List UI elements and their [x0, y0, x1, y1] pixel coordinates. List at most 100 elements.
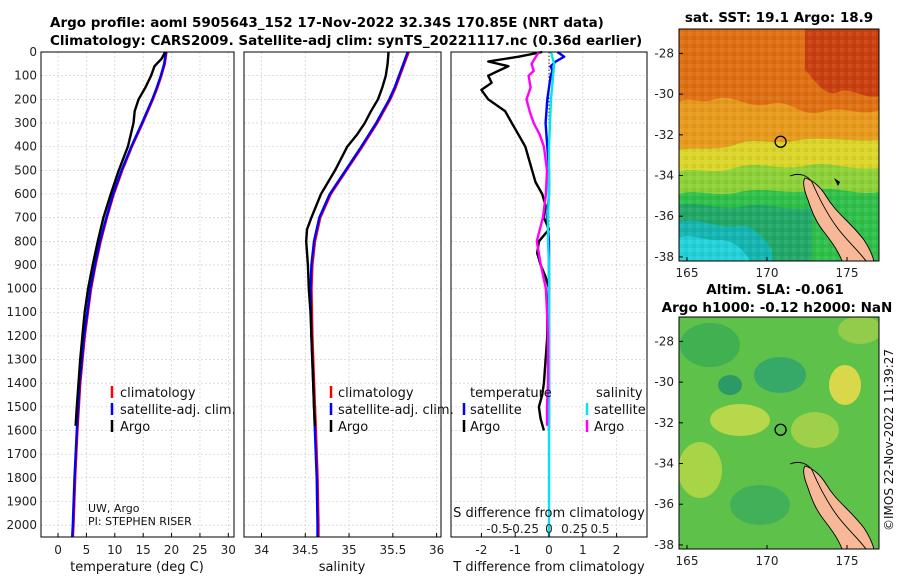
map-x-tick-label: 170: [756, 266, 779, 280]
legend-sat-temp-label: satellite: [470, 403, 522, 418]
x-tick-label: 5: [83, 543, 91, 557]
map-y-tick-label: -36: [654, 209, 674, 223]
sla-map: Altim. SLA: -0.061 Argo h1000: -0.12 h20…: [654, 282, 892, 568]
y-tick-label: 1900: [6, 495, 37, 509]
sst-map-title: sat. SST: 19.1 Argo: 18.9: [685, 10, 873, 26]
series-argo-temperature: [480, 50, 551, 431]
y-tick-label: 900: [14, 258, 37, 272]
x-tick-label: 0: [54, 543, 62, 557]
series-argo: [305, 51, 390, 426]
x2-tick-label: 0.25: [561, 522, 588, 536]
x-tick-label: 35.5: [379, 543, 406, 557]
legend-argo-sal-label: Argo: [594, 420, 624, 435]
map-y-tick-label: -34: [654, 169, 674, 183]
y-tick-label: 1800: [6, 471, 37, 485]
series-argo: [74, 51, 167, 426]
y-tick-label: 1400: [6, 376, 37, 390]
temperature-axes-frame: [40, 51, 235, 538]
legend-salinity-heading: salinity: [596, 386, 643, 401]
sla-map-title-line2: Argo h1000: -0.12 h2000: NaN: [662, 300, 893, 316]
sla-field: [679, 317, 879, 549]
salinity-legend: climatology satellite-adj. clim. Argo: [329, 386, 454, 435]
figure-title-line2: Climatology: CARS2009. Satellite-adj cli…: [50, 33, 642, 49]
difference-legend: temperature salinity satellite Argo sate…: [462, 386, 646, 435]
series-argo-salinity: [525, 51, 550, 426]
sla-map-frame: [678, 316, 880, 550]
series-satellite-adj-clim: [309, 51, 409, 537]
figure-title-line1: Argo profile: aoml 5905643_152 17-Nov-20…: [50, 15, 604, 31]
y-tick-label: 1700: [6, 447, 37, 461]
y-tick-label: 400: [14, 140, 37, 154]
map-x-tick-label: 170: [756, 554, 779, 568]
series-satellite-salinity: [546, 51, 556, 537]
y-tick-label: 1100: [6, 305, 37, 319]
x2-tick-label: -0.25: [508, 522, 539, 536]
series-satellite-adj-clim: [71, 51, 168, 538]
x-tick-label: 15: [136, 543, 151, 557]
y-tick-label: 100: [14, 69, 37, 83]
x-tick-label: 10: [107, 543, 122, 557]
legend-argo-label: Argo: [338, 420, 368, 435]
map-y-tick-label: -28: [654, 334, 674, 348]
x-tick-label: 20: [164, 543, 179, 557]
y-tick-label: 1600: [6, 424, 37, 438]
salinity-panel: 34 34.5 35 35.5 36 salinity climatology sate…: [243, 51, 454, 575]
y-tick-label: 1000: [6, 282, 37, 296]
x2-tick-label: -0.5: [486, 522, 509, 536]
x-tick-label: 36: [429, 543, 444, 557]
series-climatology: [310, 51, 410, 537]
y-tick-label: 1300: [6, 353, 37, 367]
map-y-tick-label: -36: [654, 497, 674, 511]
y-tick-label: 300: [14, 116, 37, 130]
legend-argo-temp-label: Argo: [470, 420, 500, 435]
argo-location-marker: [774, 423, 787, 436]
legend-argo-label: Argo: [120, 420, 150, 435]
credit-line2: PI: STEPHEN RISER: [88, 515, 192, 528]
legend-sat-sal-label: satellite: [594, 403, 646, 418]
y-tick-label: 1500: [6, 400, 37, 414]
map-y-tick-label: -34: [654, 457, 674, 471]
sla-map-title-line1: Altim. SLA: -0.061: [706, 282, 843, 298]
map-y-tick-label: -30: [654, 87, 674, 101]
x2-tick-label: 0.5: [590, 522, 609, 536]
legend-temperature-heading: temperature: [470, 386, 552, 401]
x-tick-label: 30: [221, 543, 236, 557]
map-y-tick-label: -38: [654, 250, 674, 264]
argo-location-marker: [774, 135, 787, 148]
x-tick-label: 1: [579, 543, 587, 557]
map-x-tick-label: 165: [676, 266, 699, 280]
x-tick-label: 0: [545, 543, 553, 557]
x-tick-label: 2: [613, 543, 621, 557]
map-x-tick-label: 175: [836, 266, 859, 280]
y-tick-label: 1200: [6, 329, 37, 343]
temperature-panel: 0 5 10 15 20 25 30 0 100 200 300 400 500 600 700 800 90…: [6, 45, 236, 575]
y-tick-label: 700: [14, 211, 37, 225]
imos-watermark: ©IMOS 22-Nov-2022 11:39:27: [882, 349, 896, 531]
legend-satellite-adj-label: satellite-adj. clim.: [120, 403, 236, 418]
map-x-tick-label: 175: [836, 554, 859, 568]
legend-climatology-label: climatology: [338, 386, 414, 401]
x-tick-label: 35: [341, 543, 356, 557]
map-y-tick-label: -32: [654, 416, 674, 430]
difference-panel: -2 -1 0 1 2 -0.5-0.25 0 0.25 0.5 S difference f…: [450, 50, 648, 575]
sst-field: [679, 29, 879, 261]
temperature-xlabel: temperature (deg C): [70, 560, 204, 575]
map-y-tick-label: -38: [654, 538, 674, 552]
map-y-tick-label: -32: [654, 128, 674, 142]
credit-line1: UW, Argo: [88, 502, 140, 515]
y-tick-label: 600: [14, 187, 37, 201]
sst-map: sat. SST: 19.1 Argo: 18.9 165 170 175 -28 -…: [654, 10, 880, 280]
y-tick-label: 2000: [6, 518, 37, 532]
x2-tick-label: 0: [545, 522, 553, 536]
sst-map-frame: [678, 28, 880, 262]
map-y-tick-label: -30: [654, 375, 674, 389]
x-tick-label: -1: [509, 543, 521, 557]
x-tick-label: 34: [254, 543, 269, 557]
t-difference-xlabel: T difference from climatology: [452, 560, 645, 575]
map-x-tick-label: 165: [676, 554, 699, 568]
x-tick-label: 34.5: [292, 543, 319, 557]
map-y-tick-label: -28: [654, 46, 674, 60]
x-tick-label: 25: [192, 543, 207, 557]
salinity-xlabel: salinity: [319, 560, 366, 575]
